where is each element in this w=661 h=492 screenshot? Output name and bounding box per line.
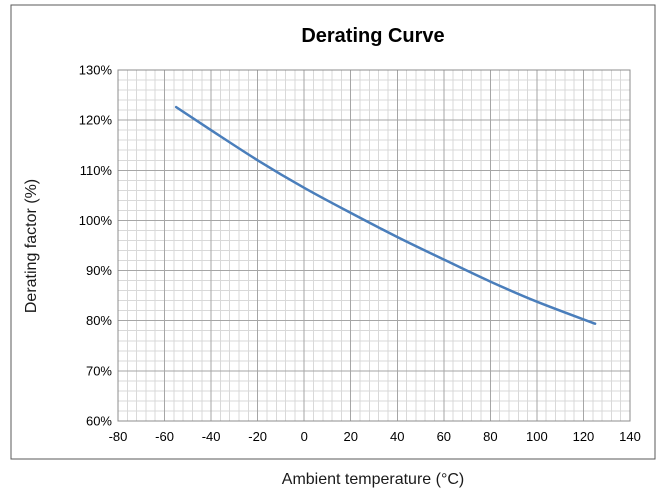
- x-tick-label: 0: [301, 429, 308, 444]
- x-tick-label: 140: [619, 429, 641, 444]
- y-tick-label: 100%: [79, 213, 113, 228]
- x-tick-label: 40: [390, 429, 404, 444]
- chart-title: Derating Curve: [301, 25, 444, 47]
- x-tick-labels: -80 -60 -40 -20 0 20 40 60 80 100 120 140: [109, 429, 641, 444]
- y-tick-label: 120%: [79, 113, 113, 128]
- x-tick-label: -20: [248, 429, 267, 444]
- y-tick-label: 60%: [86, 414, 112, 429]
- x-tick-label: -60: [155, 429, 174, 444]
- x-tick-label: -80: [109, 429, 128, 444]
- x-tick-label: 120: [573, 429, 595, 444]
- y-tick-label: 80%: [86, 313, 112, 328]
- x-tick-label: 80: [483, 429, 497, 444]
- plot-area: [117, 69, 631, 422]
- y-tick-label: 90%: [86, 263, 112, 278]
- y-tick-label: 70%: [86, 363, 112, 378]
- x-tick-label: 20: [343, 429, 357, 444]
- x-axis-label: Ambient temperature (°C): [282, 471, 464, 488]
- y-tick-label: 130%: [79, 63, 113, 78]
- y-axis-label: Derating factor (%): [23, 179, 40, 313]
- x-tick-label: 100: [526, 429, 548, 444]
- x-tick-label: 60: [437, 429, 451, 444]
- derating-series-line: [174, 105, 597, 325]
- y-tick-labels: 60% 70% 80% 90% 100% 110% 120% 130%: [79, 63, 113, 429]
- x-tick-label: -40: [202, 429, 221, 444]
- y-tick-label: 110%: [80, 163, 113, 178]
